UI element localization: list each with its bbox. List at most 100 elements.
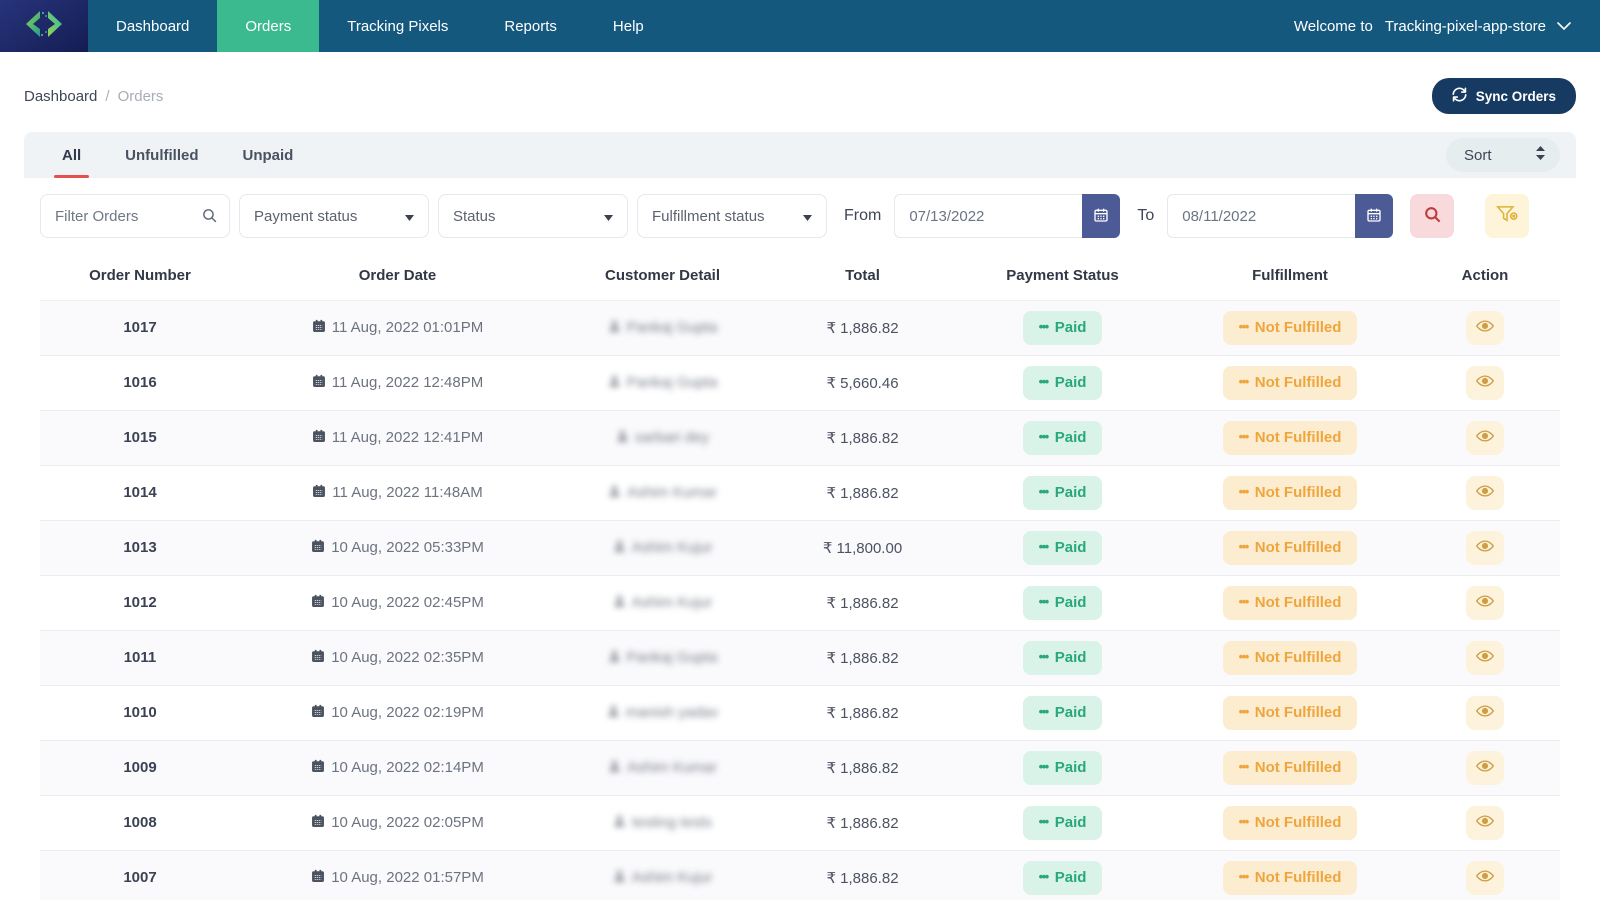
- order-number: 1015: [123, 429, 157, 446]
- sort-arrows-icon: [1535, 146, 1546, 164]
- calendar-icon: [311, 759, 325, 777]
- status-select[interactable]: Status: [438, 194, 628, 238]
- from-calendar-button[interactable]: [1082, 194, 1121, 238]
- tab-unfulfilled[interactable]: Unfulfilled: [109, 132, 214, 178]
- nav-item-dashboard[interactable]: Dashboard: [88, 0, 217, 52]
- view-order-button[interactable]: [1466, 750, 1504, 785]
- dots-icon: [1039, 704, 1048, 721]
- order-total: ₹ 1,886.82: [826, 594, 899, 612]
- dots-icon: [1039, 484, 1048, 501]
- order-row: 1017 11 Aug, 2022 01:01PM Pankaj Gupta ₹…: [40, 300, 1560, 356]
- payment-status-label: Paid: [1054, 649, 1087, 666]
- view-order-button[interactable]: [1466, 365, 1504, 400]
- order-row: 1014 11 Aug, 2022 11:48AM Ashim Kumar ₹ …: [40, 465, 1560, 521]
- payment-status-badge: Paid: [1022, 640, 1103, 675]
- fulfillment-status-badge: Not Fulfilled: [1222, 640, 1358, 675]
- page-head: Dashboard / Orders Sync Orders: [24, 52, 1576, 132]
- orders-page: Dashboard / Orders Sync Orders All Unful…: [0, 52, 1600, 900]
- dots-icon: [1239, 594, 1248, 611]
- payment-status-label: Paid: [1054, 759, 1087, 776]
- view-order-button[interactable]: [1466, 420, 1504, 455]
- sync-orders-button[interactable]: Sync Orders: [1431, 78, 1576, 114]
- main-nav: Dashboard Orders Tracking Pixels Reports…: [88, 0, 672, 52]
- dots-icon: [1239, 484, 1248, 501]
- nav-item-reports[interactable]: Reports: [476, 0, 585, 52]
- col-payment-status: Payment Status: [955, 252, 1170, 301]
- dots-icon: [1039, 374, 1048, 391]
- nav-item-tracking-pixels[interactable]: Tracking Pixels: [319, 0, 476, 52]
- view-order-button[interactable]: [1466, 310, 1504, 345]
- breadcrumb: Dashboard / Orders: [24, 88, 163, 105]
- breadcrumb-current: Orders: [117, 87, 164, 105]
- customer-name: testing tests: [631, 814, 713, 831]
- calendar-icon: [311, 814, 325, 832]
- order-date: 10 Aug, 2022 02:45PM: [331, 594, 484, 611]
- order-number: 1016: [123, 374, 157, 391]
- sync-icon: [1452, 87, 1467, 105]
- nav-label: Orders: [245, 17, 292, 35]
- sort-dropdown[interactable]: Sort: [1446, 138, 1560, 172]
- nav-item-help[interactable]: Help: [585, 0, 672, 52]
- breadcrumb-dashboard-link[interactable]: Dashboard: [24, 87, 98, 105]
- view-order-button[interactable]: [1466, 805, 1504, 840]
- fulfillment-status-badge: Not Fulfilled: [1222, 585, 1358, 620]
- fulfillment-status-select[interactable]: Fulfillment status: [637, 194, 827, 238]
- dots-icon: [1239, 429, 1248, 446]
- dots-icon: [1039, 429, 1048, 446]
- calendar-icon: [312, 374, 326, 392]
- payment-status-badge: Paid: [1022, 860, 1103, 895]
- payment-status-label: Paid: [1054, 869, 1087, 886]
- order-date: 10 Aug, 2022 05:33PM: [331, 539, 484, 556]
- view-order-button[interactable]: [1466, 860, 1504, 895]
- order-date: 11 Aug, 2022 11:48AM: [332, 484, 483, 501]
- view-order-button[interactable]: [1466, 475, 1504, 510]
- filter-orders-input[interactable]: [40, 194, 230, 238]
- fulfillment-status-label: Not Fulfilled: [1254, 814, 1342, 831]
- customer-detail-blurred: testing tests: [613, 814, 712, 832]
- app-logo[interactable]: [0, 0, 88, 52]
- nav-item-orders[interactable]: Orders: [217, 0, 320, 52]
- order-total: ₹ 1,886.82: [826, 704, 899, 722]
- customer-name: Ashim Kujur: [631, 594, 713, 611]
- order-date: 11 Aug, 2022 12:41PM: [331, 429, 484, 446]
- account-menu[interactable]: Welcome to Tracking-pixel-app-store: [1294, 0, 1600, 52]
- tab-unpaid[interactable]: Unpaid: [227, 132, 310, 178]
- tab-all[interactable]: All: [46, 132, 97, 178]
- view-order-button[interactable]: [1466, 640, 1504, 675]
- to-calendar-button[interactable]: [1355, 194, 1394, 238]
- order-row: 1013 10 Aug, 2022 05:33PM Ashim Kujur ₹ …: [40, 520, 1560, 576]
- view-order-button[interactable]: [1466, 695, 1504, 730]
- person-icon: [608, 484, 621, 502]
- dots-icon: [1039, 649, 1048, 666]
- payment-status-badge: Paid: [1022, 310, 1103, 345]
- view-order-button[interactable]: [1466, 585, 1504, 620]
- orders-table: Order Number Order Date Customer Detail …: [40, 252, 1560, 900]
- customer-detail-blurred: sarbari dey: [616, 429, 709, 447]
- dots-icon: [1239, 539, 1248, 556]
- order-number: 1017: [123, 319, 157, 336]
- payment-status-label: Paid: [1054, 429, 1087, 446]
- from-date-input[interactable]: [894, 194, 1083, 238]
- person-icon: [608, 759, 621, 777]
- breadcrumb-separator: /: [105, 87, 110, 105]
- eye-icon: [1475, 869, 1495, 886]
- order-date: 10 Aug, 2022 02:05PM: [331, 814, 484, 831]
- customer-detail-blurred: Ashim Kumar: [608, 484, 717, 502]
- order-total: ₹ 1,886.82: [826, 484, 899, 502]
- to-date-input[interactable]: [1167, 194, 1356, 238]
- payment-status-badge: Paid: [1022, 750, 1103, 785]
- clear-filters-button[interactable]: [1485, 194, 1530, 238]
- customer-name: Ashim Kujur: [631, 539, 713, 556]
- col-order-date: Order Date: [240, 252, 555, 301]
- order-number: 1012: [123, 594, 157, 611]
- view-order-button[interactable]: [1466, 530, 1504, 565]
- customer-name: sarbari dey: [634, 429, 710, 446]
- eye-icon: [1475, 539, 1495, 556]
- search-icon: [1423, 205, 1442, 227]
- person-icon: [613, 594, 626, 612]
- payment-status-select[interactable]: Payment status: [239, 194, 429, 238]
- customer-detail-blurred: Pankaj Gupta: [608, 649, 717, 667]
- payment-status-badge: Paid: [1022, 420, 1103, 455]
- person-icon: [613, 539, 626, 557]
- apply-search-button[interactable]: [1410, 194, 1455, 238]
